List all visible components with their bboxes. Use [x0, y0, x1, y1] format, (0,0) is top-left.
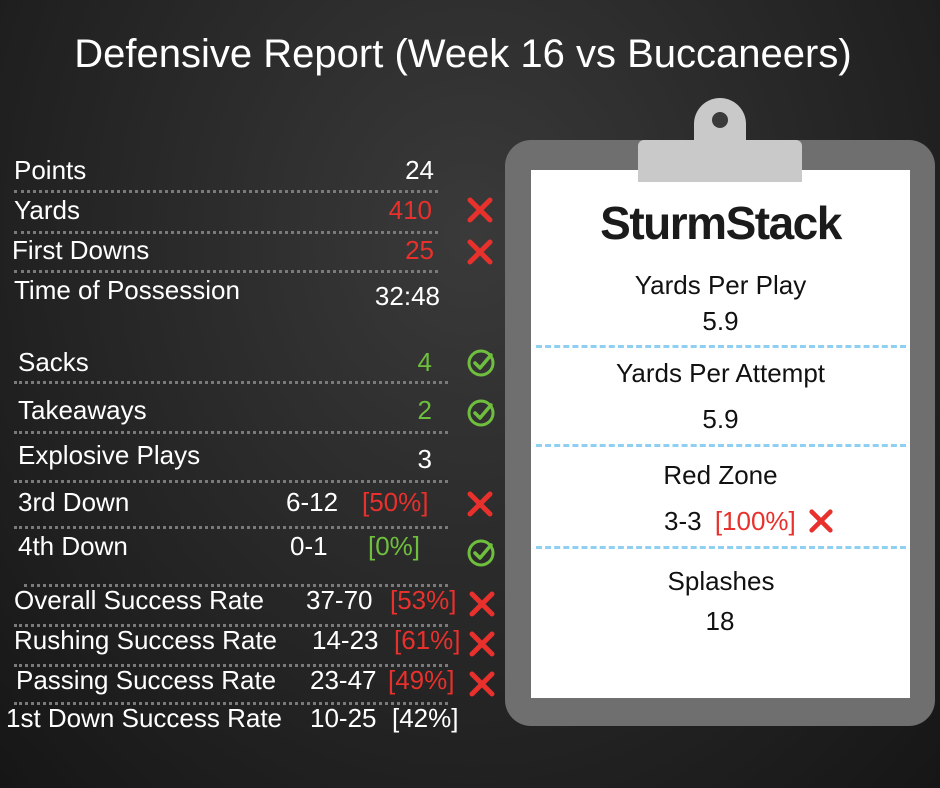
- stat-value: 25: [405, 235, 434, 265]
- x-mark-icon: [466, 490, 496, 520]
- stat-value: 0-1: [290, 531, 328, 561]
- splashes-value: 18: [705, 606, 735, 636]
- clipboard-paper: [531, 170, 910, 698]
- stat-percent: [50%]: [362, 487, 429, 517]
- page-title: Defensive Report (Week 16 vs Buccaneers): [74, 32, 852, 76]
- clipboard-divider: [536, 345, 906, 348]
- yards-per-play-label: Yards Per Play: [634, 270, 807, 300]
- check-circle-icon: [466, 348, 496, 378]
- red-zone-percent: [100%]: [714, 506, 796, 536]
- yards-per-play-value: 5.9: [702, 306, 739, 336]
- success-value: 14-23: [312, 625, 379, 655]
- success-row-rushing: Rushing Success Rate 14-23 [61%]: [14, 625, 474, 660]
- stat-value: 3: [417, 444, 432, 474]
- stat-value: 24: [405, 155, 434, 185]
- row-divider: [14, 381, 448, 384]
- check-circle-icon: [466, 398, 496, 428]
- red-zone-row: 3-3 [100%]: [664, 506, 796, 538]
- success-value: 10-25: [310, 703, 377, 733]
- splashes-label: Splashes: [667, 566, 775, 596]
- success-row-overall: Overall Success Rate 37-70 [53%]: [14, 585, 474, 620]
- success-label: Overall Success Rate: [14, 585, 264, 615]
- stat-value: 2: [417, 395, 432, 425]
- stat-value: 410: [388, 195, 432, 225]
- success-percent: [49%]: [388, 665, 455, 695]
- success-row-passing: Passing Success Rate 23-47 [49%]: [16, 665, 476, 700]
- stat-label: Sacks: [18, 347, 89, 377]
- stat-row-third-down: 3rd Down 6-12 [50%]: [18, 487, 438, 522]
- check-circle-icon: [466, 538, 496, 568]
- yards-per-attempt-label: Yards Per Attempt: [615, 358, 826, 388]
- stat-row-sacks: Sacks 4: [18, 347, 438, 382]
- stat-row-takeaways: Takeaways 2: [18, 395, 438, 430]
- red-zone-value: 3-3: [664, 506, 702, 536]
- success-value: 23-47: [310, 665, 377, 695]
- stat-row-yards: Yards 410: [14, 195, 438, 230]
- stat-label: Yards: [14, 195, 80, 225]
- red-zone-label: Red Zone: [663, 460, 778, 490]
- stat-value: 32:48: [374, 281, 440, 311]
- success-percent: [61%]: [394, 625, 461, 655]
- x-mark-icon: [468, 590, 498, 620]
- success-label: Passing Success Rate: [16, 665, 277, 695]
- stat-value: 6-12: [286, 487, 339, 517]
- success-label: 1st Down Success Rate: [6, 703, 283, 733]
- stat-label: 3rd Down: [18, 487, 130, 517]
- stat-value: 4: [417, 347, 432, 377]
- row-divider: [14, 664, 448, 667]
- section-divider: [24, 584, 448, 587]
- x-mark-icon: [468, 630, 498, 660]
- row-divider: [14, 480, 448, 483]
- row-divider: [14, 624, 448, 627]
- stat-row-explosive-plays: Explosive Plays 3: [18, 440, 438, 475]
- success-value: 37-70: [306, 585, 373, 615]
- x-mark-icon: [466, 196, 496, 226]
- success-row-first-down: 1st Down Success Rate 10-25 [42%]: [6, 703, 476, 738]
- row-divider: [14, 431, 448, 434]
- row-divider: [14, 702, 448, 705]
- yards-per-attempt-value: 5.9: [702, 404, 739, 434]
- clipboard-divider: [536, 546, 906, 549]
- stat-label: Takeaways: [18, 395, 147, 425]
- success-label: Rushing Success Rate: [14, 625, 278, 655]
- stat-label: Time of Possession: [14, 275, 240, 305]
- success-percent: [53%]: [390, 585, 457, 615]
- sturmstack-logo: SturmStack: [600, 197, 842, 249]
- stat-row-time-of-possession: Time of Possession 32:48: [14, 275, 440, 311]
- stat-row-fourth-down: 4th Down 0-1 [0%]: [18, 531, 438, 566]
- clipboard-clip-hole: [712, 112, 728, 128]
- stat-label: Explosive Plays: [18, 440, 201, 470]
- row-divider: [14, 190, 438, 193]
- success-percent: [42%]: [392, 703, 459, 733]
- row-divider: [14, 231, 438, 234]
- stat-percent: [0%]: [368, 531, 421, 561]
- stat-label: Points: [14, 155, 87, 185]
- stat-label: 4th Down: [18, 531, 128, 561]
- x-mark-icon: [808, 508, 838, 538]
- x-mark-icon: [468, 670, 498, 700]
- row-divider: [14, 526, 448, 529]
- row-divider: [14, 270, 438, 273]
- stat-row-first-downs: First Downs 25: [12, 235, 438, 270]
- stat-label: First Downs: [12, 235, 150, 265]
- stat-row-points: Points 24: [14, 155, 438, 190]
- clipboard-divider: [536, 444, 906, 447]
- x-mark-icon: [466, 238, 496, 268]
